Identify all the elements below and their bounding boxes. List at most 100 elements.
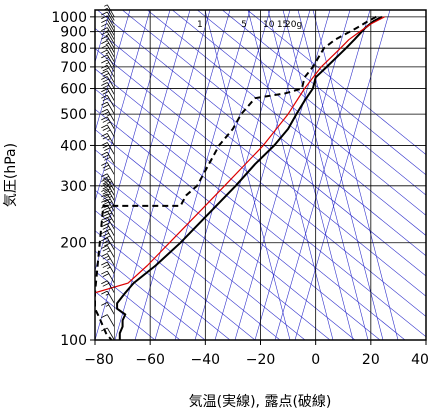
wind-barb-staff xyxy=(106,151,115,165)
wind-barb-staff xyxy=(106,230,115,243)
isotherm-line xyxy=(214,10,311,340)
adiabat-line xyxy=(95,149,331,340)
wind-barb-feather xyxy=(101,15,108,20)
y-tick-label: 800 xyxy=(60,41,87,57)
wind-barb-feather xyxy=(101,44,108,49)
wind-barb-feather xyxy=(101,40,108,44)
wind-barb-feather xyxy=(102,180,109,185)
wind-barb-feather xyxy=(101,23,108,27)
y-tick-label: 400 xyxy=(60,138,87,154)
wind-barb-half-feather xyxy=(107,250,111,253)
wind-barb xyxy=(101,49,115,63)
wind-barb-feather xyxy=(101,245,108,249)
y-tick-label: 900 xyxy=(60,25,87,41)
wind-barb-half-feather xyxy=(105,42,109,46)
wind-barb xyxy=(101,23,115,36)
isotherm-line xyxy=(194,10,291,340)
wind-barb xyxy=(101,178,115,191)
adiabat-line xyxy=(95,129,356,340)
wind-barb-staff xyxy=(106,23,115,36)
wind-barb-feather xyxy=(102,240,109,244)
wind-barb-staff xyxy=(106,253,115,266)
wind-barb-staff xyxy=(106,280,115,293)
wind-barb xyxy=(101,19,115,32)
wind-barb xyxy=(101,290,115,304)
x-axis: −80 −60 −40 −20 0 20 40 xyxy=(84,340,429,368)
wind-barb-staff xyxy=(106,4,115,18)
wind-barb-feather xyxy=(102,207,109,212)
wind-barb-feather xyxy=(101,204,108,209)
mixing-ratio-label: 15 xyxy=(277,20,288,30)
wind-barb xyxy=(101,230,115,243)
wind-barb xyxy=(101,70,115,84)
mixing-ratio-label: 10 xyxy=(263,20,275,30)
wind-barb-staff xyxy=(106,35,115,49)
wind-barb xyxy=(101,11,115,25)
isotherm-line xyxy=(254,10,351,340)
wind-barb-staff xyxy=(106,27,115,40)
wind-barb-staff xyxy=(106,82,115,95)
wind-barb-staff xyxy=(106,183,115,196)
wind-barb-feather xyxy=(102,273,109,277)
wind-barb xyxy=(101,253,115,266)
wind-barb-feather xyxy=(101,178,108,182)
temperature-line xyxy=(116,15,383,340)
wind-barb-feather xyxy=(102,164,109,169)
wind-barb xyxy=(101,280,115,293)
wind-barb-staff xyxy=(106,261,115,275)
wind-barb-half-feather xyxy=(105,38,109,41)
x-axis-title: 気温(実線), 露点(破線) xyxy=(189,394,332,410)
wind-barb xyxy=(101,270,115,284)
wind-barb-feather xyxy=(101,49,108,54)
wind-barb-feather xyxy=(101,108,108,113)
wind-barb xyxy=(101,54,115,68)
wind-barb-feather xyxy=(102,175,109,180)
isotherm-line xyxy=(294,10,391,340)
wind-barb-half-feather xyxy=(107,129,111,132)
wind-barb xyxy=(101,133,115,146)
wind-barb xyxy=(101,108,115,122)
wind-barb-staff xyxy=(106,178,115,191)
wind-barb-staff xyxy=(106,70,115,84)
wind-barb-feather xyxy=(101,64,108,69)
wind-barb-staff xyxy=(106,217,115,230)
wind-barb-staff xyxy=(106,49,115,63)
wind-barb-feather xyxy=(104,188,111,192)
adiabat-line xyxy=(95,210,256,340)
adiabat-line xyxy=(95,108,381,340)
wind-barb-half-feather xyxy=(105,62,109,65)
wind-barb-staff xyxy=(106,19,115,32)
adiabat-line xyxy=(95,169,306,340)
adiabat-line xyxy=(146,10,426,236)
wind-barb-half-feather xyxy=(105,293,109,296)
mixing-ratio-line xyxy=(282,10,369,340)
wind-barb-feather xyxy=(102,119,109,123)
y-tick-label: 500 xyxy=(60,107,87,123)
x-tick-label: 0 xyxy=(311,352,320,368)
wind-barb-staff xyxy=(106,142,115,155)
wind-barb xyxy=(101,237,115,251)
wind-barb-feather xyxy=(101,59,108,64)
wind-barb-feather xyxy=(101,19,108,23)
wind-barb-staff xyxy=(106,109,115,122)
isotherm-line xyxy=(134,10,231,340)
wind-barb-staff xyxy=(106,188,115,201)
wind-barb xyxy=(101,327,115,341)
wind-barb-feather xyxy=(102,219,109,224)
wind-barb-feather xyxy=(101,82,108,86)
wind-barb-half-feather xyxy=(105,29,109,33)
adiabat-line xyxy=(196,10,426,196)
wind-barb-feather xyxy=(101,101,108,106)
adiabat-line xyxy=(95,270,181,340)
wind-barb-staff xyxy=(106,44,115,58)
wind-barb-feather xyxy=(104,235,111,240)
wind-barb-feather xyxy=(102,111,109,116)
x-tick-label: 40 xyxy=(411,352,429,368)
wind-barb-feather xyxy=(102,72,109,77)
isotherm-line xyxy=(95,10,171,272)
wind-barb-staff xyxy=(106,88,115,101)
wind-barb-feather xyxy=(102,67,109,72)
adiabat-line xyxy=(246,10,426,156)
